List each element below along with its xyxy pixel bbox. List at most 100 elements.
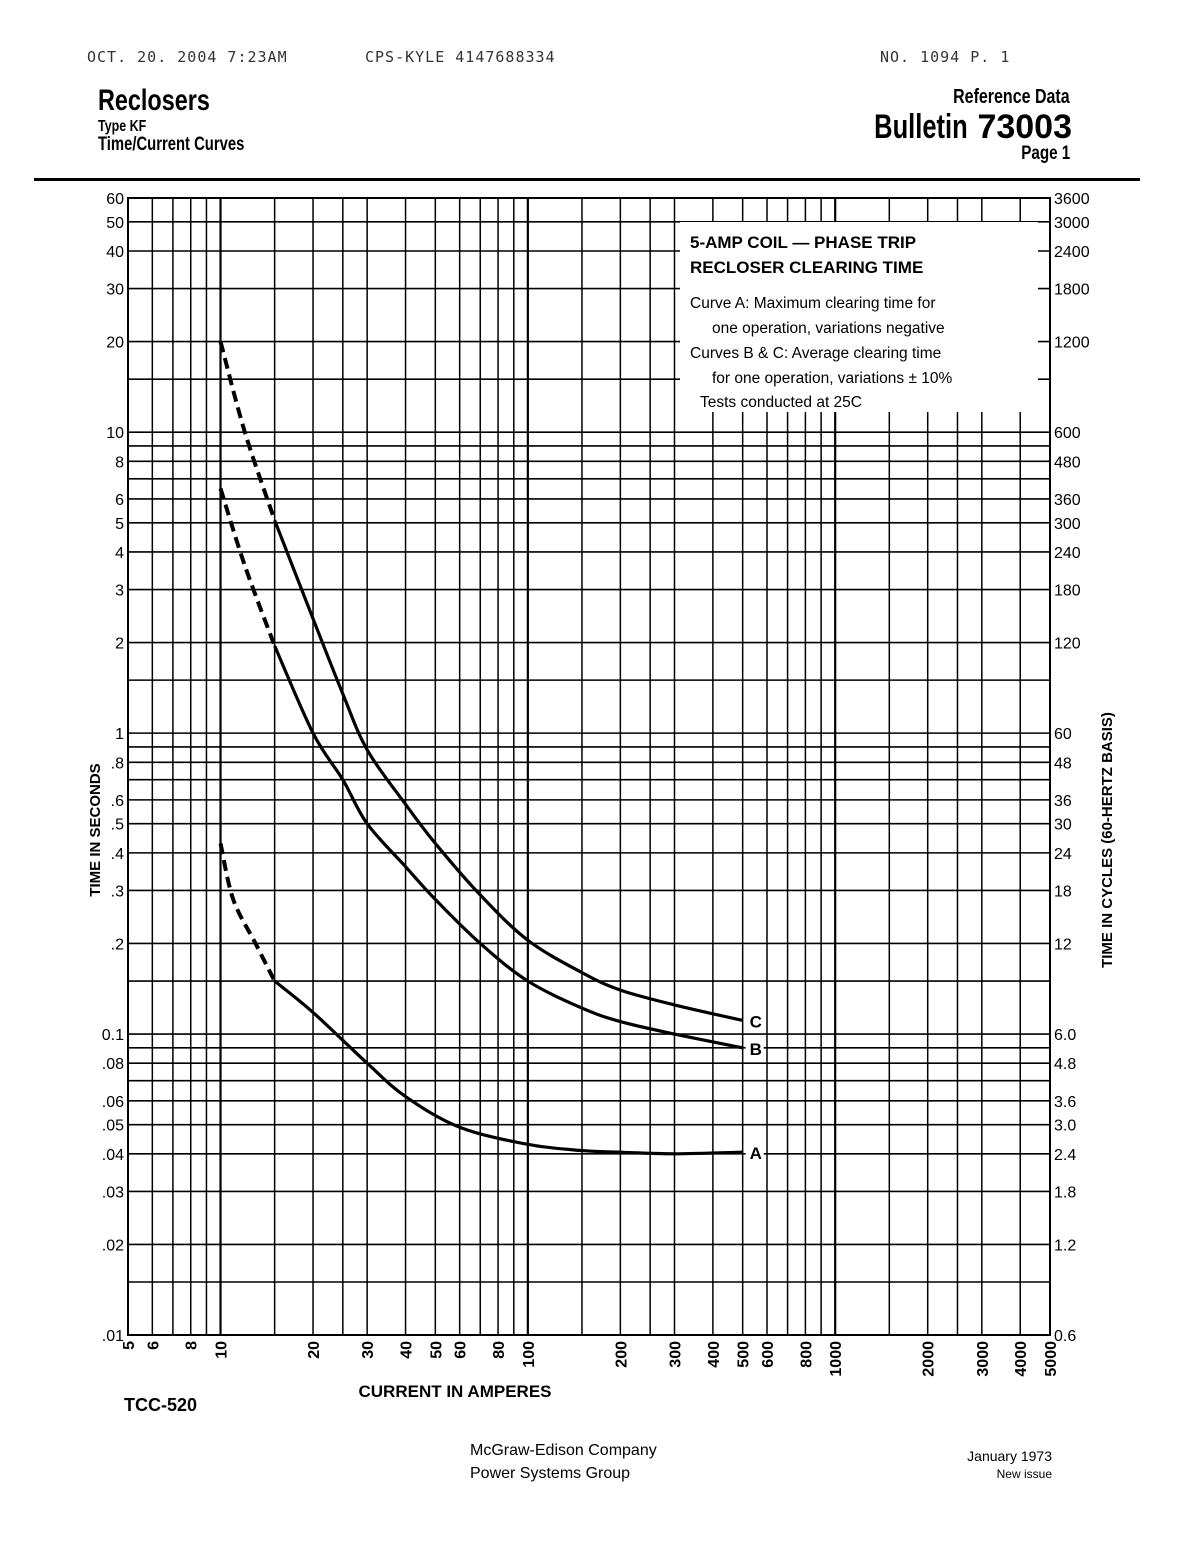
- curve-label-bg: [745, 1142, 764, 1163]
- fax-sender: CPS-KYLE 4147688334: [365, 48, 556, 66]
- y2-tick-label: 600: [1054, 425, 1081, 442]
- tick-labels: 5 6 8 10 20 30 40 50 60 80 100 200 300 400 500 600 800 10…: [102, 191, 1090, 1377]
- y-tick-label: 60: [106, 191, 124, 208]
- x-tick-label: 40: [399, 1341, 416, 1359]
- issue-status: New issue: [996, 1467, 1052, 1481]
- legend-line-5: Tests conducted at 25C: [700, 394, 862, 411]
- y2-tick-label: 18: [1054, 883, 1072, 900]
- curve-a: A: [218, 842, 764, 1163]
- x-tick-label: 200: [613, 1341, 630, 1368]
- y2-tick-label: 0.6: [1054, 1328, 1076, 1345]
- y-tick-label: 8: [115, 454, 124, 471]
- curve-label-c: C: [750, 1012, 762, 1031]
- curve-a-solid: [273, 979, 743, 1156]
- y2-tick-label: 240: [1054, 545, 1081, 562]
- curve-a-dashed: [218, 842, 277, 982]
- x-tick-label: 2000: [921, 1341, 938, 1377]
- y-tick-label: .06: [102, 1094, 124, 1111]
- y2-tick-label: 1.2: [1054, 1237, 1076, 1254]
- y-tick-label: .2: [111, 936, 124, 953]
- y2-tick-label: 1.8: [1054, 1184, 1076, 1201]
- y2-tick-label: 30: [1054, 817, 1072, 834]
- company-name: McGraw-Edison Company: [470, 1442, 657, 1459]
- x-tick-label: 800: [798, 1341, 815, 1368]
- y-tick-label: 6: [115, 492, 124, 509]
- x-tick-label: 400: [706, 1341, 723, 1368]
- y-tick-label: .4: [111, 846, 124, 863]
- header-rule: [34, 178, 1140, 181]
- y-tick-label: .02: [102, 1237, 124, 1254]
- y-tick-label: 0.1: [102, 1027, 124, 1044]
- y-tick-label: .03: [102, 1184, 124, 1201]
- legend-line-1: Curve A: Maximum clearing time for: [690, 295, 936, 312]
- legend-line-3: Curves B & C: Average clearing time: [690, 345, 941, 362]
- y2-tick-label: 24: [1054, 846, 1072, 863]
- legend-title-2: RECLOSER CLEARING TIME: [690, 258, 923, 277]
- curve-c-solid: [273, 519, 744, 1022]
- tcc-code: TCC-520: [124, 1395, 198, 1415]
- plot-frame: [127, 197, 1051, 1336]
- y2-tick-label: 300: [1054, 516, 1081, 533]
- curve-label-a: A: [750, 1144, 762, 1163]
- legend-title-1: 5-AMP COIL — PHASE TRIP: [690, 233, 916, 252]
- x-tick-label: 5000: [1043, 1341, 1060, 1377]
- bulletin-word: Bulletin: [874, 108, 968, 146]
- y2-tick-label: 3.0: [1054, 1118, 1076, 1135]
- y2-tick-label: 3600: [1054, 191, 1090, 208]
- legend-line-4: for one operation, variations ± 10%: [712, 370, 953, 387]
- y2-tick-label: 1800: [1054, 282, 1090, 299]
- curve-b-dashed: [218, 487, 277, 647]
- y2-tick-label: 4.8: [1054, 1056, 1076, 1073]
- x-tick-label: 500: [736, 1341, 753, 1368]
- x-axis-label: CURRENT IN AMPERES: [359, 1382, 552, 1401]
- y-tick-label: 50: [106, 215, 124, 232]
- y-tick-label: 3: [115, 583, 124, 600]
- curve-label-b: B: [750, 1040, 762, 1059]
- reference-data-label: Reference Data: [953, 86, 1071, 108]
- y-tick-label: 1: [115, 726, 124, 743]
- doc-subtitle-curves: Time/Current Curves: [98, 134, 245, 155]
- x-tick-label: 300: [667, 1341, 684, 1368]
- x-tick-label: 20: [306, 1341, 323, 1359]
- x-tick-label: 4000: [1013, 1341, 1030, 1377]
- x-tick-label: 5: [121, 1341, 138, 1350]
- legend-box: 5-AMP COIL — PHASE TRIP RECLOSER CLEARIN…: [680, 222, 1038, 412]
- bulletin-heading: Bulletin 73003: [843, 108, 1072, 147]
- y2-tick-label: 360: [1054, 492, 1081, 509]
- doc-subtitle-type: Type KF: [98, 118, 147, 135]
- x-tick-label: 30: [360, 1341, 377, 1359]
- y-tick-label: 30: [106, 282, 124, 299]
- curve-label-bg: [745, 1037, 764, 1058]
- y2-tick-label: 1200: [1054, 335, 1090, 352]
- curve-c: C: [218, 341, 764, 1031]
- y-tick-label: .05: [102, 1118, 124, 1135]
- x-tick-label: 8: [184, 1341, 201, 1350]
- y2-tick-label: 180: [1054, 583, 1081, 600]
- y-tick-label: .04: [102, 1147, 124, 1164]
- x-tick-label: 10: [214, 1341, 231, 1359]
- legend-line-2: one operation, variations negative: [712, 320, 945, 337]
- y2-tick-label: 60: [1054, 726, 1072, 743]
- fax-page-number: NO. 1094 P. 1: [880, 48, 1011, 66]
- curve-label-bg: [745, 1010, 764, 1031]
- x-tick-label: 100: [521, 1341, 538, 1368]
- curve-c-dashed: [218, 341, 277, 521]
- y-tick-label: .01: [102, 1328, 124, 1345]
- y-tick-label: .3: [111, 883, 124, 900]
- doc-title: Reclosers: [98, 84, 210, 117]
- bulletin-number: 73003: [977, 108, 1072, 146]
- y-tick-label: .6: [111, 793, 124, 810]
- y2-tick-label: 12: [1054, 936, 1072, 953]
- x-tick-label: 80: [491, 1341, 508, 1359]
- y-tick-label: 10: [106, 425, 124, 442]
- y2-tick-label: 480: [1054, 454, 1081, 471]
- curve-b: B: [218, 487, 764, 1059]
- y-tick-label: .8: [111, 755, 124, 772]
- y-axis-label: TIME IN SECONDS: [87, 763, 104, 896]
- y2-tick-label: 120: [1054, 636, 1081, 653]
- y-tick-label: 40: [106, 244, 124, 261]
- fax-timestamp: OCT. 20. 2004 7:23AM: [87, 48, 288, 66]
- page-label: Page 1: [1020, 143, 1070, 164]
- y-tick-label: .5: [111, 817, 124, 834]
